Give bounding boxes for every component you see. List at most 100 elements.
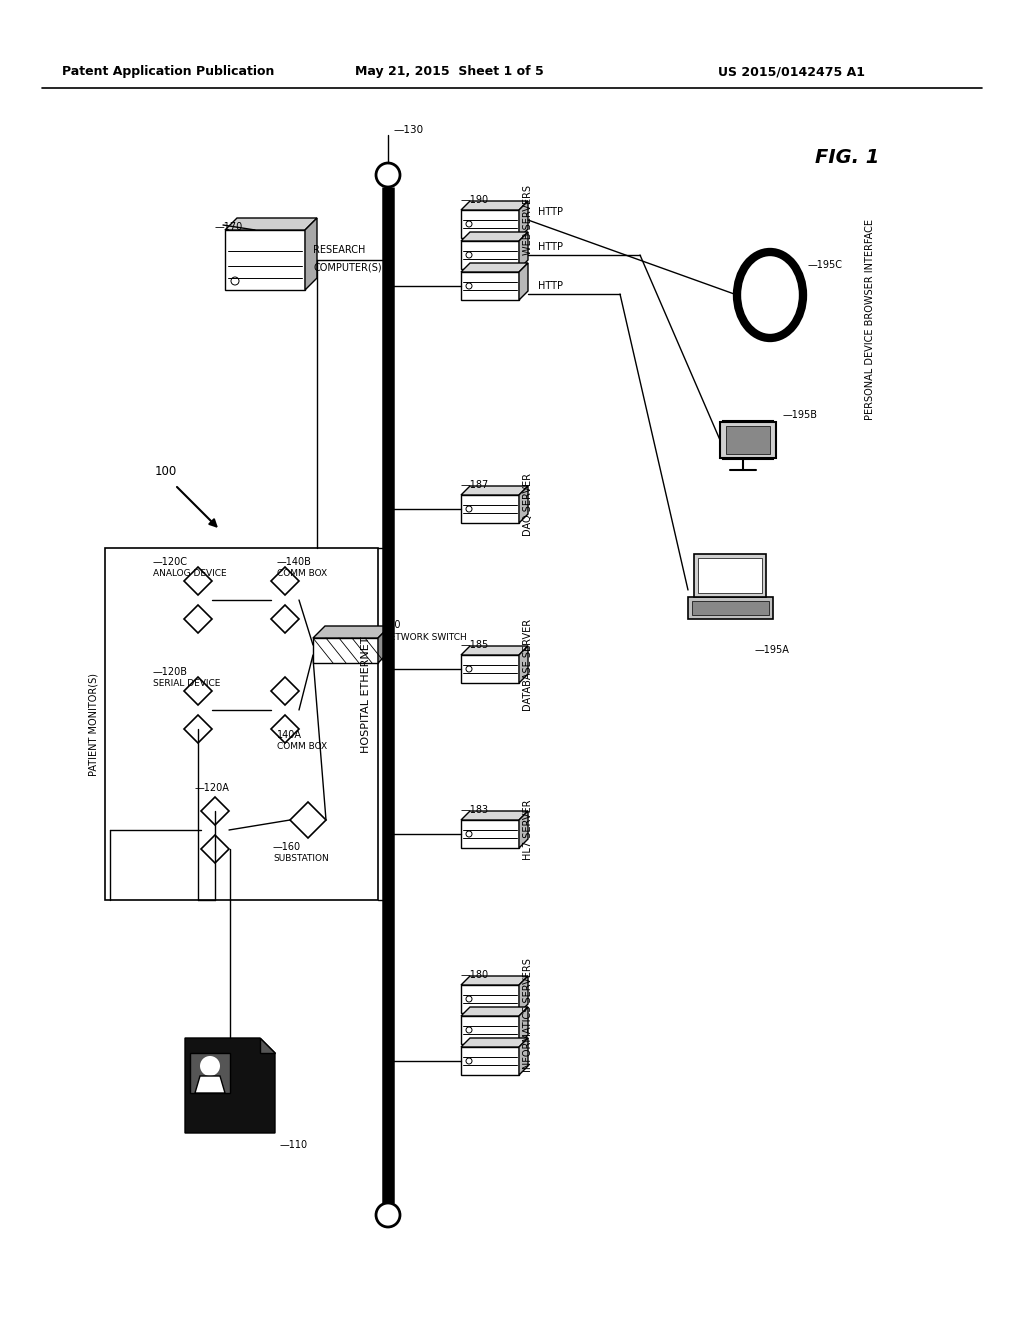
Polygon shape (461, 263, 528, 272)
Polygon shape (184, 677, 212, 705)
Text: —187: —187 (461, 480, 489, 490)
Text: COMM BOX: COMM BOX (278, 742, 327, 751)
Text: —120A: —120A (195, 783, 229, 793)
Text: —183: —183 (461, 805, 489, 814)
Polygon shape (225, 218, 317, 230)
Polygon shape (687, 597, 772, 619)
Polygon shape (185, 1038, 275, 1133)
Polygon shape (720, 422, 776, 458)
Polygon shape (726, 426, 770, 454)
Text: —185: —185 (461, 640, 489, 649)
Text: RESEARCH: RESEARCH (313, 246, 366, 255)
Polygon shape (190, 1053, 230, 1093)
Circle shape (466, 667, 472, 672)
Polygon shape (519, 201, 528, 238)
Polygon shape (461, 495, 519, 523)
Text: SUBSTATION: SUBSTATION (273, 854, 329, 863)
Polygon shape (313, 638, 378, 663)
Polygon shape (305, 218, 317, 290)
Polygon shape (519, 232, 528, 269)
Polygon shape (461, 232, 528, 242)
Polygon shape (519, 975, 528, 1012)
Text: May 21, 2015  Sheet 1 of 5: May 21, 2015 Sheet 1 of 5 (355, 66, 544, 78)
Circle shape (466, 252, 472, 257)
Circle shape (466, 282, 472, 289)
Polygon shape (461, 1007, 528, 1016)
Text: HTTP: HTTP (538, 207, 563, 216)
Text: 140A: 140A (278, 730, 302, 741)
Polygon shape (461, 985, 519, 1012)
Polygon shape (201, 836, 229, 863)
Polygon shape (271, 568, 299, 595)
Polygon shape (378, 626, 390, 663)
Circle shape (231, 277, 239, 285)
Polygon shape (461, 810, 528, 820)
Text: —120C: —120C (153, 557, 188, 568)
Text: HTTP: HTTP (538, 281, 563, 290)
Polygon shape (461, 820, 519, 847)
Polygon shape (260, 1038, 275, 1053)
Polygon shape (225, 230, 305, 290)
Text: DATABASE SERVER: DATABASE SERVER (523, 619, 534, 711)
Text: —195A: —195A (755, 645, 790, 655)
Text: —120B: —120B (153, 667, 188, 677)
Polygon shape (723, 421, 773, 459)
Text: 100: 100 (155, 465, 177, 478)
Text: —140B: —140B (278, 557, 312, 568)
Polygon shape (519, 1007, 528, 1044)
Circle shape (200, 1056, 220, 1076)
Text: DAQ SERVER: DAQ SERVER (523, 474, 534, 536)
Text: WEB SERVERS: WEB SERVERS (523, 185, 534, 255)
Text: —180: —180 (461, 970, 489, 979)
Polygon shape (519, 486, 528, 523)
Text: —190: —190 (461, 195, 489, 205)
Text: SERIAL DEVICE: SERIAL DEVICE (153, 680, 220, 689)
Text: —160: —160 (273, 842, 301, 851)
Circle shape (466, 832, 472, 837)
Text: —195C: —195C (808, 260, 843, 271)
Text: COMM BOX: COMM BOX (278, 569, 327, 578)
Polygon shape (461, 201, 528, 210)
Polygon shape (290, 803, 326, 838)
Text: HTTP: HTTP (538, 242, 563, 252)
Circle shape (466, 506, 472, 512)
Polygon shape (184, 568, 212, 595)
Polygon shape (519, 645, 528, 682)
Polygon shape (461, 486, 528, 495)
Polygon shape (461, 1047, 519, 1074)
Polygon shape (519, 263, 528, 300)
Text: HOSPITAL ETHERNET: HOSPITAL ETHERNET (361, 636, 371, 754)
Polygon shape (694, 554, 766, 597)
Polygon shape (461, 975, 528, 985)
Polygon shape (271, 605, 299, 634)
Polygon shape (461, 645, 528, 655)
Polygon shape (461, 242, 519, 269)
Text: HL7 SERVER: HL7 SERVER (523, 800, 534, 861)
Circle shape (376, 162, 400, 187)
Text: US 2015/0142475 A1: US 2015/0142475 A1 (718, 66, 865, 78)
Text: 150: 150 (383, 620, 401, 630)
Text: PERSONAL DEVICE BROWSER INTERFACE: PERSONAL DEVICE BROWSER INTERFACE (865, 219, 874, 421)
Text: INFORMATICS SERVERS: INFORMATICS SERVERS (523, 958, 534, 1072)
Polygon shape (195, 1076, 225, 1093)
Polygon shape (271, 715, 299, 743)
Polygon shape (313, 626, 390, 638)
Circle shape (376, 1203, 400, 1228)
Text: —170: —170 (215, 222, 244, 232)
Polygon shape (727, 425, 769, 455)
Polygon shape (461, 272, 519, 300)
Polygon shape (271, 677, 299, 705)
Text: PATIENT MONITOR(S): PATIENT MONITOR(S) (88, 672, 98, 776)
Polygon shape (519, 810, 528, 847)
Text: COMPUTER(S): COMPUTER(S) (313, 261, 382, 272)
Text: NETWORK SWITCH: NETWORK SWITCH (383, 632, 467, 642)
Polygon shape (461, 655, 519, 682)
Polygon shape (184, 605, 212, 634)
Circle shape (466, 220, 472, 227)
Text: ANALOG DEVICE: ANALOG DEVICE (153, 569, 226, 578)
Text: FIG. 1: FIG. 1 (815, 148, 880, 168)
Polygon shape (201, 797, 229, 825)
Polygon shape (519, 1038, 528, 1074)
Polygon shape (184, 715, 212, 743)
Circle shape (466, 1059, 472, 1064)
